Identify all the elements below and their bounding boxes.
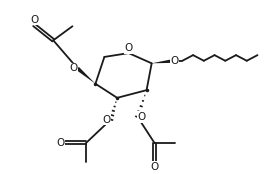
Text: O: O [69, 64, 78, 73]
Polygon shape [152, 59, 175, 63]
Text: O: O [171, 56, 179, 66]
Text: O: O [150, 162, 158, 172]
Polygon shape [76, 67, 95, 84]
Text: O: O [125, 43, 133, 53]
Text: O: O [56, 138, 65, 148]
Text: O: O [138, 112, 146, 122]
Text: O: O [103, 114, 111, 125]
Text: O: O [30, 15, 38, 25]
